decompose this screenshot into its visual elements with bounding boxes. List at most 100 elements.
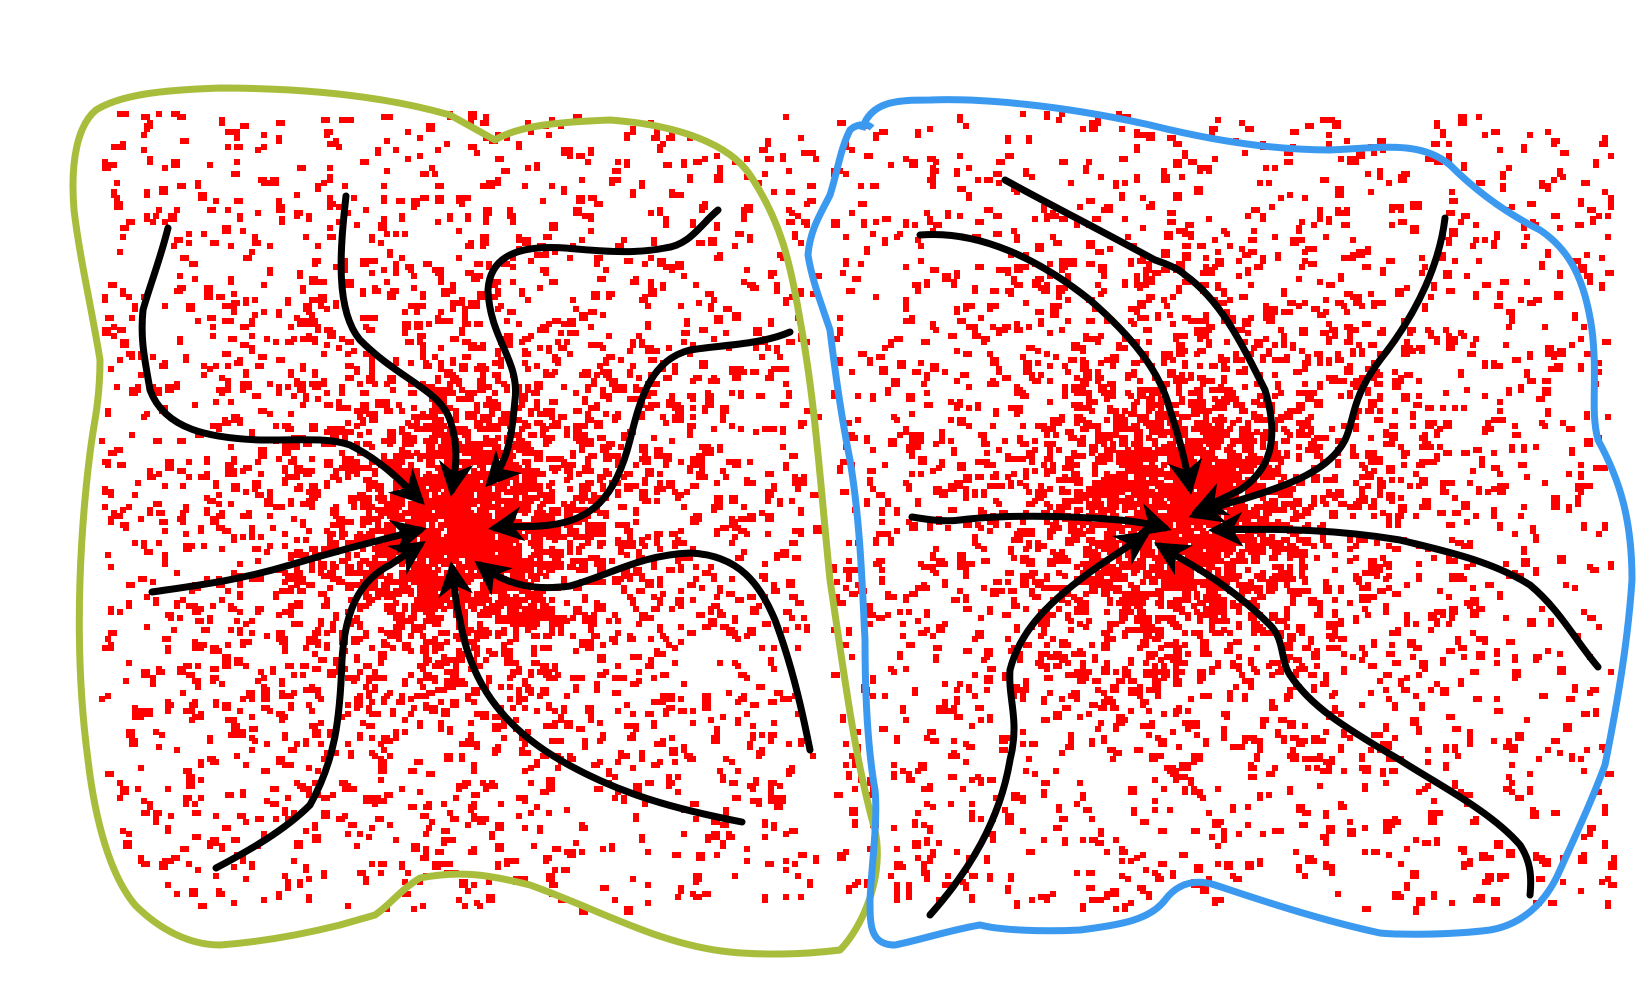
red-dot xyxy=(1305,855,1314,864)
red-dot xyxy=(741,279,747,285)
red-dot xyxy=(669,393,675,399)
red-dot xyxy=(498,801,504,807)
red-dot xyxy=(417,603,423,612)
red-dot xyxy=(372,288,381,294)
red-dot xyxy=(294,582,300,588)
red-dot xyxy=(780,153,786,162)
red-dot xyxy=(1443,270,1452,279)
red-dot xyxy=(348,750,354,759)
red-dot xyxy=(579,312,588,321)
red-dot xyxy=(648,288,657,297)
red-dot xyxy=(585,522,594,531)
red-dot xyxy=(426,453,435,459)
red-dot xyxy=(663,462,669,468)
red-dot xyxy=(438,576,444,582)
red-dot xyxy=(249,861,255,870)
red-dot xyxy=(654,531,663,537)
red-dot xyxy=(438,507,444,513)
red-dot xyxy=(1491,486,1497,492)
red-dot xyxy=(384,525,390,534)
red-dot xyxy=(219,681,225,687)
red-dot xyxy=(675,192,684,198)
red-dot xyxy=(378,741,384,747)
red-dot xyxy=(378,777,384,783)
red-dot xyxy=(1347,819,1353,825)
red-dot xyxy=(1326,141,1332,147)
red-dot xyxy=(1182,243,1191,249)
red-dot xyxy=(402,678,408,684)
red-dot xyxy=(588,639,594,645)
red-dot xyxy=(384,279,390,285)
red-dot xyxy=(1419,270,1425,276)
red-dot xyxy=(198,711,204,720)
red-dot xyxy=(309,456,315,462)
red-dot xyxy=(1155,312,1161,321)
red-dot xyxy=(456,300,465,306)
red-dot xyxy=(927,156,936,162)
red-dot xyxy=(678,528,684,534)
red-dot xyxy=(354,582,360,588)
red-dot xyxy=(252,486,258,492)
red-dot xyxy=(1086,198,1095,204)
red-dot xyxy=(702,891,711,897)
red-dot xyxy=(282,531,288,537)
red-dot xyxy=(381,591,387,597)
red-dot xyxy=(441,660,450,666)
red-dot xyxy=(237,813,246,819)
red-dot xyxy=(135,714,144,720)
red-dot xyxy=(174,747,180,753)
red-dot xyxy=(282,609,291,615)
red-dot xyxy=(624,567,630,573)
red-dot xyxy=(624,132,630,141)
red-dot xyxy=(1515,732,1524,741)
red-dot xyxy=(501,411,510,417)
red-dot xyxy=(411,843,420,852)
red-dot xyxy=(516,567,522,576)
red-dot xyxy=(741,504,747,510)
red-dot xyxy=(402,510,411,516)
red-dot xyxy=(498,363,504,369)
red-dot xyxy=(1056,117,1062,123)
red-dot xyxy=(1095,897,1104,903)
red-dot xyxy=(1596,213,1602,219)
red-dot xyxy=(771,582,777,588)
red-dot xyxy=(462,321,471,327)
red-dot xyxy=(141,540,147,549)
red-dot xyxy=(477,903,483,909)
red-dot xyxy=(516,795,522,801)
red-dot xyxy=(612,690,621,696)
red-dot xyxy=(522,360,528,366)
red-dot xyxy=(573,534,582,540)
red-dot xyxy=(483,240,489,246)
red-dot xyxy=(711,819,720,825)
red-dot xyxy=(276,756,285,765)
red-dot xyxy=(501,642,507,651)
red-dot xyxy=(576,546,582,555)
red-dot xyxy=(648,210,654,216)
red-dot xyxy=(453,540,459,546)
red-dot xyxy=(780,444,786,450)
red-dot xyxy=(537,489,543,498)
red-dot xyxy=(336,576,342,585)
red-dot xyxy=(474,420,480,429)
red-dot xyxy=(1137,315,1146,321)
red-dot xyxy=(753,777,759,786)
red-dot xyxy=(117,609,123,615)
red-dot xyxy=(345,405,351,411)
red-dot xyxy=(471,606,477,612)
red-dot xyxy=(486,558,492,567)
red-dot xyxy=(222,702,231,711)
red-dot xyxy=(786,390,792,399)
red-dot xyxy=(1464,792,1473,798)
red-dot xyxy=(1542,423,1548,429)
red-dot xyxy=(384,792,393,798)
red-dot xyxy=(678,303,684,309)
red-dot xyxy=(339,525,345,531)
red-dot xyxy=(489,405,495,414)
red-dot xyxy=(675,894,681,900)
red-dot xyxy=(330,507,336,516)
red-dot xyxy=(1053,768,1059,774)
red-dot xyxy=(333,264,339,270)
red-dot xyxy=(327,195,333,204)
red-dot xyxy=(948,333,957,339)
